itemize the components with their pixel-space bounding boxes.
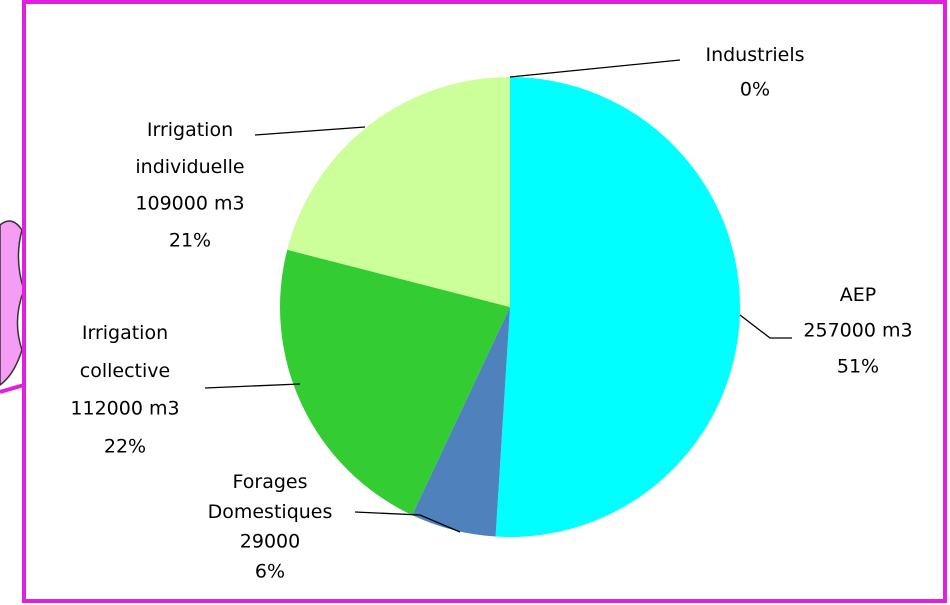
slice-label: Irrigation collective 112000 m3 22% [70, 322, 179, 458]
volume-label: 112000 m3 [70, 398, 179, 420]
volume-label: 257000 m3 [803, 320, 912, 342]
category-label: Industriels [705, 44, 804, 66]
pie-slice [287, 77, 510, 307]
percent-label: 51% [837, 356, 879, 378]
category-label: Irrigation collective [80, 322, 170, 382]
category-label: AEP [840, 284, 876, 306]
leader-line [254, 126, 366, 136]
volume-label: 29000 [240, 531, 300, 553]
frame [22, 0, 947, 603]
decor-line [0, 383, 25, 394]
slice-label: Industriels 0% [705, 44, 804, 101]
leader-line [509, 59, 681, 78]
volume-label: 109000 m3 [135, 193, 244, 215]
pie-slice [495, 77, 741, 538]
slice-label: Forages Domestiques 29000 6% [208, 471, 333, 583]
category-label: Irrigation individuelle [135, 119, 244, 178]
leader-line [354, 511, 461, 533]
percent-label: 6% [255, 561, 285, 583]
category-label: Forages Domestiques [208, 471, 333, 523]
pie-slice [412, 307, 510, 537]
pie-slice [279, 249, 510, 516]
percent-label: 21% [169, 230, 211, 252]
slice-label: AEP 257000 m3 51% [803, 284, 912, 378]
percent-label: 22% [104, 436, 146, 458]
slice-label: Irrigation individuelle 109000 m3 21% [135, 119, 244, 252]
percent-label: 0% [740, 79, 770, 101]
leader-line [739, 314, 792, 339]
leader-line [204, 383, 301, 389]
